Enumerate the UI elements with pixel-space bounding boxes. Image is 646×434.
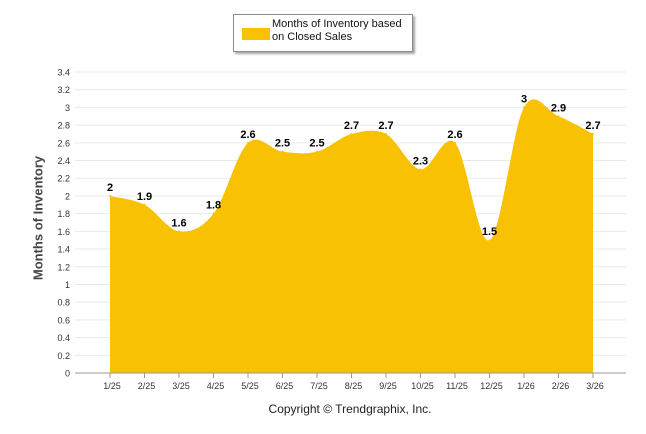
data-point — [143, 203, 146, 206]
x-tick-label: 6/25 — [276, 381, 294, 391]
y-tick-label: 0.6 — [57, 315, 70, 325]
area-series — [110, 99, 593, 374]
y-tick-label: 0.8 — [57, 298, 70, 308]
data-label: 1.8 — [206, 200, 221, 212]
data-point — [109, 194, 111, 197]
data-point — [454, 141, 456, 144]
data-label: 2.9 — [551, 102, 566, 114]
x-tick-label: 2/26 — [552, 381, 570, 391]
legend-swatch — [242, 28, 270, 40]
y-tick-label: 1 — [65, 280, 70, 290]
data-point — [350, 132, 353, 135]
data-label: 2.6 — [447, 129, 462, 141]
data-label: 2 — [107, 182, 113, 194]
x-tick-label: 1/26 — [517, 381, 535, 391]
x-tick-label: 1/25 — [103, 381, 121, 391]
x-tick-label: 9/25 — [379, 381, 397, 391]
y-tick-label: 3.2 — [57, 85, 70, 95]
legend[interactable]: Months of Inventory based on Closed Sale… — [233, 14, 413, 52]
y-tick-label: 1.4 — [57, 245, 70, 255]
data-label: 2.7 — [378, 120, 393, 132]
y-tick-label: 2.8 — [57, 121, 70, 131]
data-point — [419, 168, 422, 171]
y-tick-label: 1.8 — [57, 209, 70, 219]
legend-label: Months of Inventory based on Closed Sale… — [272, 18, 410, 44]
data-point — [523, 106, 525, 109]
data-point — [212, 212, 215, 215]
data-point — [592, 132, 594, 135]
data-point — [247, 141, 249, 144]
data-label: 2.5 — [275, 138, 290, 150]
y-tick-label: 1.2 — [57, 262, 70, 272]
x-tick-label: 3/25 — [172, 381, 190, 391]
y-tick-label: 3 — [65, 103, 70, 113]
y-tick-label: 0 — [65, 369, 70, 379]
x-tick-label: 11/25 — [446, 381, 468, 391]
x-tick-label: 2/25 — [138, 381, 156, 391]
data-label: 2.5 — [309, 138, 324, 150]
legend-label-line1: Months of Inventory based — [272, 18, 402, 30]
data-point — [281, 150, 284, 153]
data-label: 2.6 — [240, 129, 255, 141]
data-label: 2.7 — [344, 120, 359, 132]
data-label: 3 — [521, 93, 527, 105]
data-point — [385, 132, 387, 135]
y-tick-label: 1.6 — [57, 227, 70, 237]
x-tick-label: 7/25 — [310, 381, 328, 391]
x-tick-label: 5/25 — [241, 381, 259, 391]
y-tick-label: 2.4 — [57, 156, 70, 166]
x-tick-label: 4/25 — [207, 381, 225, 391]
y-tick-label: 2.2 — [57, 174, 70, 184]
y-tick-label: 0.4 — [57, 333, 70, 343]
data-point — [488, 239, 491, 242]
x-tick-label: 10/25 — [411, 381, 434, 391]
label-layer: 2 1.9 1.6 1.8 2.6 2.5 2.5 2.7 2.7 2.3 2.6 1.5 3 2.9 2.… — [107, 93, 601, 238]
y-axis-title: Months of Inventory — [30, 155, 46, 281]
x-tick-label: 8/25 — [345, 381, 363, 391]
data-label: 2.7 — [585, 120, 600, 132]
data-point — [178, 230, 180, 233]
x-tick-label: 12/25 — [480, 381, 503, 391]
axis-layer: 0 0.2 0.4 0.6 0.8 1 1.2 1.4 1.6 1.8 2 2.2 2.4 2.6 2.8 3… — [57, 68, 626, 391]
data-point — [316, 150, 318, 153]
x-tick-label: 3/26 — [586, 381, 604, 391]
legend-label-line2: on Closed Sales — [272, 31, 353, 43]
y-tick-label: 2.6 — [57, 138, 70, 148]
data-label: 1.9 — [137, 191, 152, 203]
y-tick-label: 2 — [65, 191, 70, 201]
area-layer — [109, 99, 594, 374]
data-label: 1.5 — [482, 226, 497, 238]
copyright: Copyright © Trendgraphix, Inc. — [268, 402, 432, 416]
data-label: 1.6 — [171, 217, 186, 229]
y-tick-label: 3.4 — [57, 68, 70, 78]
y-tick-label: 0.2 — [57, 351, 70, 361]
data-label: 2.3 — [413, 155, 428, 167]
data-point — [557, 115, 560, 118]
